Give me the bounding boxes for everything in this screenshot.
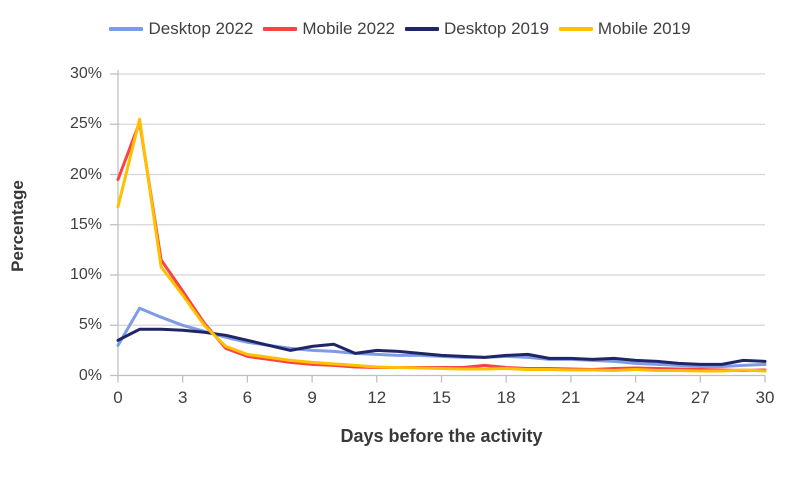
y-tick-label: 25% — [69, 115, 102, 133]
x-tick-label: 21 — [561, 387, 581, 407]
y-tick-label: 20% — [69, 165, 102, 183]
series-line-mobile-2019 — [116, 117, 767, 373]
legend-item-mobile-2022: Mobile 2022 — [263, 19, 395, 39]
legend-item-desktop-2022: Desktop 2022 — [109, 19, 253, 39]
y-tick-label: 15% — [69, 215, 102, 233]
x-tick-label: 0 — [113, 387, 123, 407]
legend-item-desktop-2019: Desktop 2019 — [405, 19, 549, 39]
x-tick-label: 30 — [755, 387, 775, 407]
x-axis-title: Days before the activity — [340, 426, 543, 446]
legend-swatch — [405, 27, 439, 31]
legend-label: Mobile 2019 — [597, 19, 691, 38]
x-tick-label: 24 — [626, 387, 646, 407]
legend-swatch — [558, 27, 593, 31]
x-tick-label: 3 — [177, 387, 188, 407]
legend-swatch — [109, 27, 144, 31]
x-tick-label: 15 — [432, 387, 451, 407]
x-tick-label: 27 — [690, 387, 710, 407]
legend-label: Mobile 2022 — [302, 19, 395, 38]
y-tick-label: 5% — [78, 316, 102, 334]
y-tick-label: 10% — [69, 266, 102, 283]
y-tick-label: 30% — [69, 65, 102, 82]
x-tick-label: 12 — [367, 387, 387, 407]
x-tick-label: 18 — [496, 387, 516, 407]
legend-label: Desktop 2022 — [148, 19, 254, 38]
series-line-desktop-2019 — [116, 327, 767, 366]
y-tick-label: 0% — [78, 366, 102, 384]
chart-legend: Desktop 2022 Mobile 2022 Desktop 2019 Mobil… — [0, 14, 800, 44]
legend-item-mobile-2019: Mobile 2019 — [558, 19, 691, 39]
legend-label: Desktop 2019 — [444, 19, 549, 38]
legend-swatch — [263, 27, 298, 31]
x-tick-label: 6 — [242, 387, 253, 407]
x-tick-label: 9 — [307, 387, 317, 407]
